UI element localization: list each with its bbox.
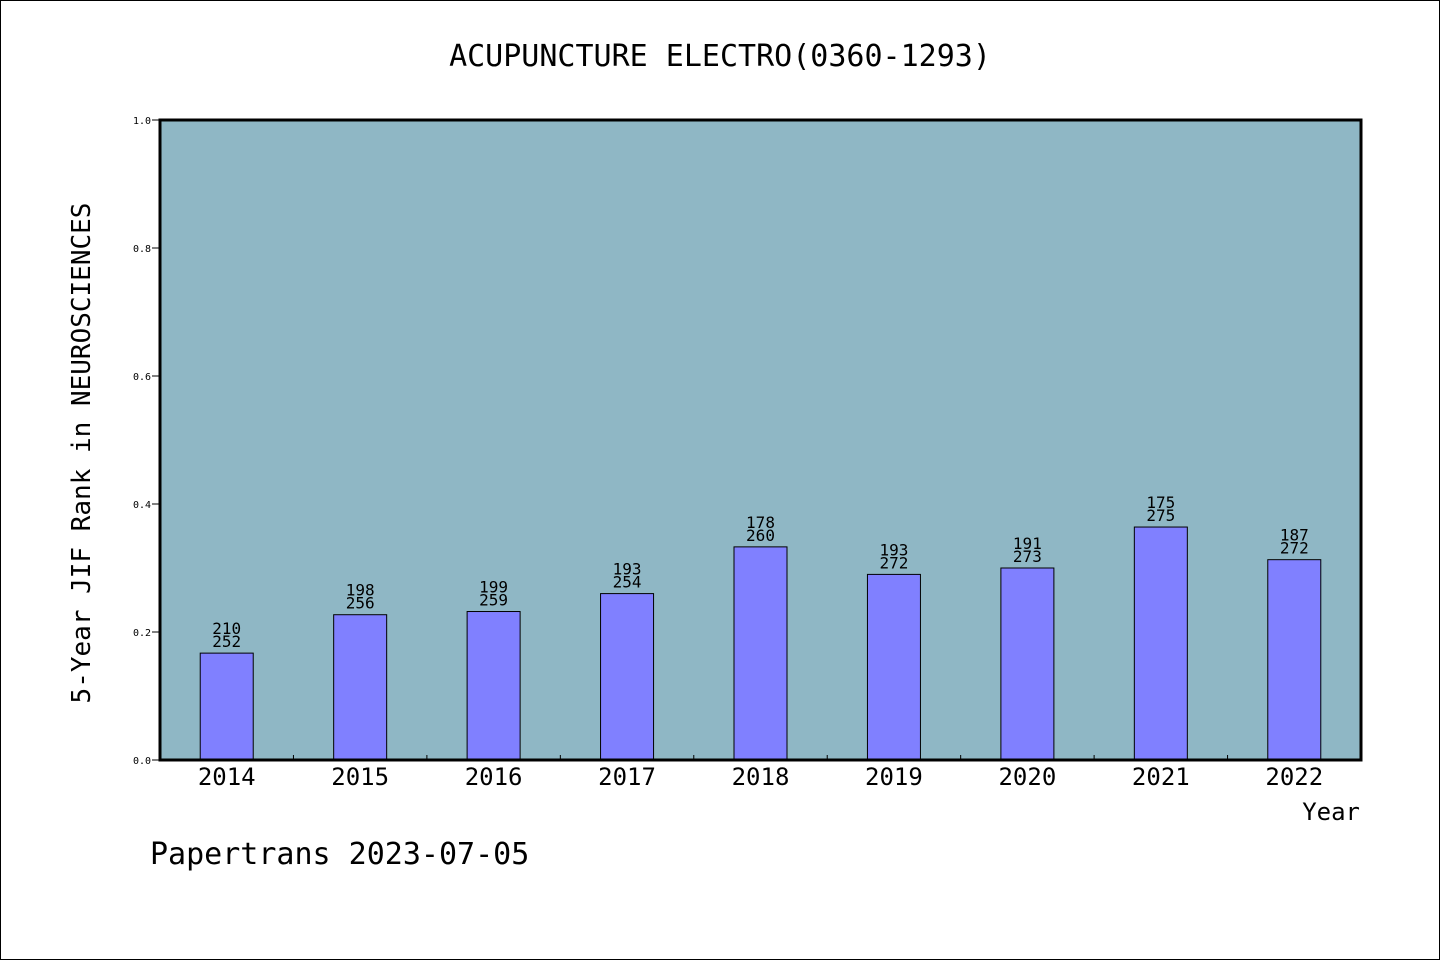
footer-text: Papertrans 2023-07-05 [150,837,529,872]
x-tick-label: 2020 [998,763,1056,791]
bar [600,593,655,761]
y-tick-label: 0.0 [133,756,151,767]
bar [333,614,388,761]
x-tick-label: 2019 [865,763,923,791]
x-tick-label: 2015 [331,763,389,791]
y-tick-label: 0.8 [133,244,151,255]
bar-rank-label: 198 [346,581,375,600]
bar-total-label: 252 [212,632,241,651]
bar-total-label: 272 [879,553,908,572]
x-tick-label: 2016 [465,763,523,791]
bar [866,573,921,761]
x-tick-label: 2014 [198,763,256,791]
bar-rank-label: 210 [212,619,241,638]
bar-total-label: 272 [1280,539,1309,558]
bar-rank-label: 193 [613,560,642,579]
bar [1000,567,1055,761]
bar-total-label: 275 [1146,506,1175,525]
bar-total-label: 260 [746,526,775,545]
x-axis-label: Year [1302,798,1360,826]
bar-rank-label: 191 [1013,534,1042,553]
x-tick-label: 2021 [1132,763,1190,791]
x-tick-label: 2017 [598,763,656,791]
y-tick-label: 0.4 [133,500,151,511]
bar-rank-label: 187 [1280,526,1309,545]
bar [1133,526,1188,761]
bar-total-label: 259 [479,591,508,610]
y-tick-label: 1.0 [133,116,151,127]
x-tick-label: 2022 [1265,763,1323,791]
bar-total-label: 256 [346,594,375,613]
y-axis-label: 5-Year JIF Rank in NEUROSCIENCES [67,203,97,704]
chart-title: ACUPUNCTURE ELECTRO(0360-1293) [449,39,991,74]
x-tick-label: 2018 [732,763,790,791]
bar [1267,559,1322,761]
bar-rank-label: 193 [879,540,908,559]
bar-total-label: 254 [613,573,642,592]
y-tick-label: 0.6 [133,372,151,383]
bar-rank-label: 199 [479,578,508,597]
y-tick-label: 0.2 [133,628,151,639]
bar-rank-label: 175 [1146,493,1175,512]
bar-rank-label: 178 [746,513,775,532]
bar [199,652,254,761]
bar-total-label: 273 [1013,547,1042,566]
plot-border [158,118,1363,762]
bar [733,546,788,761]
bar [466,611,521,761]
